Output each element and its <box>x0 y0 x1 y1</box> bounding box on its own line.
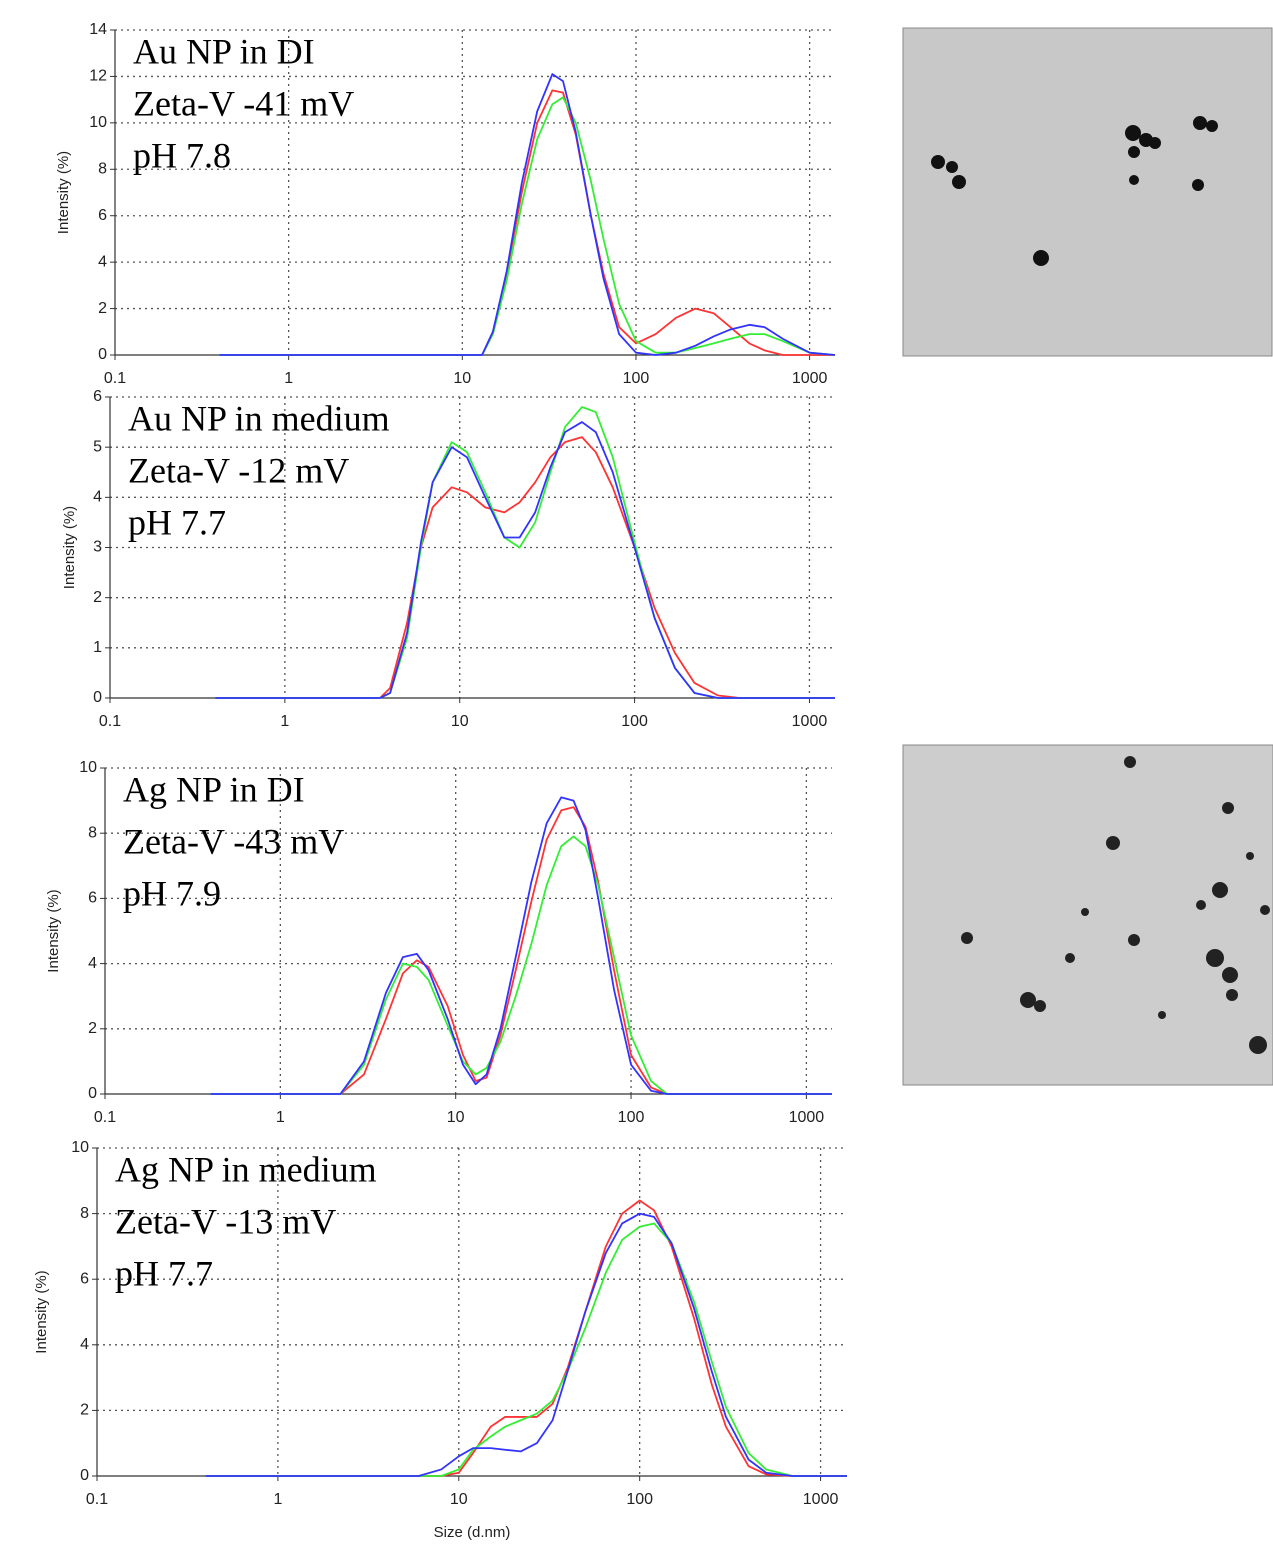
y-tick-label: 5 <box>93 438 102 455</box>
series-line <box>206 1200 847 1476</box>
x-tick-label: 1000 <box>792 370 828 387</box>
x-tick-label: 1 <box>276 1109 285 1126</box>
annotation: Ag NP in medium <box>115 1149 377 1189</box>
y-tick-label: 8 <box>88 824 97 841</box>
x-tick-label: 1000 <box>789 1109 825 1126</box>
y-tick-label: 3 <box>93 539 102 556</box>
y-tick-label: 2 <box>80 1402 89 1419</box>
annotation: Au NP in medium <box>128 398 390 438</box>
tem-image-ag <box>903 745 1273 1085</box>
annotation: pH 7.7 <box>115 1253 213 1293</box>
x-tick-label: 0.1 <box>99 713 121 730</box>
annotation: Zeta-V -41 mV <box>133 83 354 123</box>
annotation: Ag NP in DI <box>123 769 305 809</box>
annotation: Zeta-V -13 mV <box>115 1201 336 1241</box>
y-tick-label: 10 <box>71 1139 89 1156</box>
annotation: Au NP in DI <box>133 31 315 71</box>
x-tick-label: 100 <box>626 1491 653 1508</box>
y-tick-label: 8 <box>98 161 107 178</box>
chart-panel: 0 2 4 6 8 10 0.1 1 10 100 1000 Intensity (%) Size (d… <box>33 1139 847 1541</box>
x-tick-label: 10 <box>453 370 471 387</box>
x-tick-label: 10 <box>451 713 469 730</box>
y-tick-label: 0 <box>93 689 102 706</box>
annotation: pH 7.9 <box>123 873 221 913</box>
y-tick-label: 8 <box>80 1205 89 1222</box>
chart-panel: 0 2 4 6 8 10 12 14 0.1 1 10 100 1000 Intensity (%) Au … <box>55 21 835 387</box>
y-tick-label: 0 <box>80 1467 89 1484</box>
y-axis-label: Intensity (%) <box>61 506 78 589</box>
x-tick-label: 1 <box>284 370 293 387</box>
series-line <box>211 836 832 1094</box>
x-tick-label: 1000 <box>803 1491 839 1508</box>
annotation: Zeta-V -12 mV <box>128 450 349 490</box>
y-tick-label: 12 <box>89 68 107 85</box>
y-tick-label: 4 <box>88 955 97 972</box>
y-tick-label: 0 <box>98 346 107 363</box>
y-tick-label: 0 <box>88 1085 97 1102</box>
y-tick-label: 4 <box>80 1336 89 1353</box>
y-tick-label: 2 <box>88 1020 97 1037</box>
x-tick-label: 100 <box>618 1109 645 1126</box>
x-axis-label: Size (d.nm) <box>434 1524 511 1541</box>
figure: 024681012140.11101001000Intensity (%)Au … <box>0 0 1273 1546</box>
y-axis-label: Intensity (%) <box>45 889 62 972</box>
x-tick-label: 10 <box>450 1491 468 1508</box>
y-tick-label: 6 <box>93 388 102 405</box>
annotation: pH 7.7 <box>128 502 226 542</box>
chart-panel: 0 2 4 6 8 10 0.1 1 10 100 1000 Intensity (%) Ag NP i… <box>45 759 832 1126</box>
tem-image-au <box>903 28 1272 356</box>
x-tick-label: 10 <box>447 1109 465 1126</box>
y-tick-label: 6 <box>98 207 107 224</box>
y-tick-label: 1 <box>93 639 102 656</box>
y-tick-label: 6 <box>80 1270 89 1287</box>
series-line <box>220 97 835 355</box>
y-tick-label: 2 <box>98 300 107 317</box>
y-tick-label: 4 <box>98 253 107 270</box>
x-tick-label: 1000 <box>792 713 828 730</box>
x-tick-label: 100 <box>621 713 648 730</box>
y-axis-label: Intensity (%) <box>33 1270 50 1353</box>
x-tick-label: 1 <box>280 713 289 730</box>
annotation: Zeta-V -43 mV <box>123 821 344 861</box>
x-tick-label: 0.1 <box>86 1491 108 1508</box>
y-tick-label: 10 <box>89 114 107 131</box>
y-tick-label: 4 <box>93 489 102 506</box>
series-line <box>220 90 835 355</box>
y-tick-label: 10 <box>79 759 97 776</box>
y-axis-label: Intensity (%) <box>55 151 72 234</box>
y-tick-label: 6 <box>88 890 97 907</box>
x-tick-label: 100 <box>623 370 650 387</box>
x-tick-label: 0.1 <box>104 370 126 387</box>
y-tick-label: 14 <box>89 21 107 38</box>
chart-panel: 0 1 2 3 4 5 6 0.1 1 10 100 1000 Intensity (%) Au NP i… <box>61 388 835 730</box>
x-tick-label: 0.1 <box>94 1109 116 1126</box>
y-tick-label: 2 <box>93 589 102 606</box>
annotation: pH 7.8 <box>133 135 231 175</box>
series-line <box>206 1223 847 1476</box>
x-tick-label: 1 <box>273 1491 282 1508</box>
